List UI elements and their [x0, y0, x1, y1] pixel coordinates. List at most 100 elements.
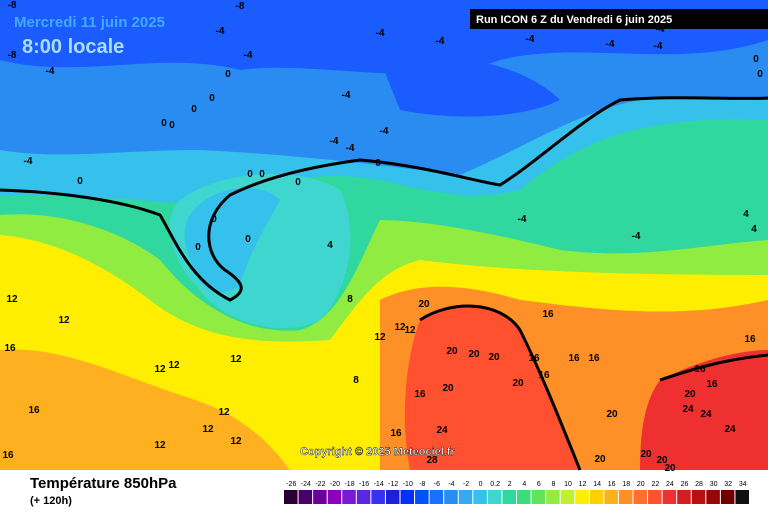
- footer-title: Température 850hPa: [30, 475, 177, 492]
- forecast-date: Mercredi 11 juin 2025: [14, 14, 165, 31]
- scale-label: 26: [681, 481, 689, 488]
- footer-subtitle: (+ 120h): [30, 495, 72, 507]
- contour-label: -4: [46, 66, 55, 77]
- contour-label: 24: [700, 409, 712, 420]
- color-scale: -26 -24 -22 -20 -18 -16 -14 -12 -10 -8 -6 -4 -2 0 0.2 2…: [284, 481, 749, 504]
- contour-label: 4: [743, 209, 749, 220]
- scale-swatch: [298, 490, 313, 504]
- scale-label: -16: [359, 481, 369, 488]
- scale-label: -26: [286, 481, 296, 488]
- contour-label: -4: [656, 24, 665, 35]
- contour-label: -4: [606, 39, 615, 50]
- contour-label: 0: [77, 176, 83, 187]
- contour-labels: -8 -8-8-4-4-4-4-4 -4 -4 -4-4-4-4-4-4-4-4-444…: [2, 0, 763, 474]
- contour-label: 16: [528, 353, 540, 364]
- scale-label: 22: [651, 481, 659, 488]
- contour-label: 16: [706, 379, 718, 390]
- scale-swatch: [546, 490, 560, 504]
- scale-swatch: [487, 490, 502, 504]
- contour-label: 12: [394, 322, 406, 333]
- scale-swatch: [662, 490, 677, 504]
- contour-label: 12: [58, 315, 70, 326]
- scale-label: 10: [564, 481, 572, 488]
- scale-swatch: [517, 490, 531, 504]
- contour-label: 12: [154, 364, 166, 375]
- scale-swatch: [618, 490, 633, 504]
- contour-label: 0: [245, 234, 251, 245]
- scale-label: 30: [710, 481, 718, 488]
- contour-label: 12: [202, 424, 214, 435]
- contour-label: 0: [753, 54, 759, 65]
- contour-label: 20: [640, 449, 652, 460]
- scale-label: -8: [419, 481, 425, 488]
- contour-label: 16: [542, 309, 554, 320]
- contour-label: 12: [230, 436, 242, 447]
- scale-label: 34: [739, 481, 747, 488]
- contour-label: 20: [684, 389, 696, 400]
- scale-label: 32: [724, 481, 732, 488]
- scale-swatch: [327, 490, 342, 504]
- contour-label: 0: [161, 118, 167, 129]
- contour-label: -4: [342, 90, 351, 101]
- contour-label: 20: [594, 454, 606, 465]
- contour-label: 12: [374, 332, 386, 343]
- scale-label: 12: [579, 481, 587, 488]
- scale-swatch: [706, 490, 720, 504]
- scale-swatch: [356, 490, 371, 504]
- scale-swatch: [444, 490, 458, 504]
- scale-swatch: [342, 490, 356, 504]
- contour-label: 0: [375, 158, 381, 169]
- contour-label: 16: [390, 428, 402, 439]
- contour-label: 20: [606, 409, 618, 420]
- contour-label: 20: [656, 455, 668, 466]
- scale-swatch: [677, 490, 691, 504]
- scale-swatch: [284, 490, 298, 504]
- scale-swatch: [735, 490, 749, 504]
- scale-label: -12: [388, 481, 398, 488]
- scale-label: 0.2: [490, 481, 500, 488]
- contour-label: -4: [632, 231, 641, 242]
- contour-label: 16: [4, 343, 16, 354]
- scale-swatch: [400, 490, 415, 504]
- scale-label: -20: [330, 481, 340, 488]
- scale-swatch: [502, 490, 516, 504]
- scale-label: -18: [344, 481, 354, 488]
- contour-label: -4: [436, 36, 445, 47]
- scale-swatch: [604, 490, 618, 504]
- contour-label: -8: [236, 1, 245, 12]
- contour-label: -4: [216, 26, 225, 37]
- contour-label: 0: [295, 177, 301, 188]
- contour-label: -4: [376, 28, 385, 39]
- scale-swatch: [691, 490, 706, 504]
- contour-label: 0: [259, 169, 265, 180]
- contour-label: 16: [568, 353, 580, 364]
- contour-label: -4: [24, 156, 33, 167]
- run-info: Run ICON 6 Z du Vendredi 6 juin 2025: [476, 14, 672, 26]
- contour-label: 0: [757, 69, 763, 80]
- scale-swatch: [429, 490, 444, 504]
- scale-label: 14: [593, 481, 601, 488]
- scale-swatch: [633, 490, 648, 504]
- scale-swatch: [589, 490, 604, 504]
- copyright: Copyright © 2025 Meteociel.fr: [300, 446, 456, 458]
- contour-label: 16: [28, 405, 40, 416]
- scale-label: 24: [666, 481, 674, 488]
- contour-label: 20: [512, 378, 524, 389]
- contour-label: -4: [380, 126, 389, 137]
- run-banner: [470, 9, 768, 29]
- scale-swatch: [531, 490, 546, 504]
- contour-label: 24: [682, 404, 694, 415]
- forecast-time: 8:00 locale: [22, 36, 124, 58]
- contour-label: 12: [168, 360, 180, 371]
- contour-label: 0: [211, 214, 217, 225]
- scale-label: 18: [622, 481, 630, 488]
- contour-label: 0: [247, 169, 253, 180]
- contour-label: 24: [724, 424, 736, 435]
- contour-label: 20: [664, 463, 676, 474]
- contour-label: 12: [154, 440, 166, 451]
- contour-label: 16: [414, 389, 426, 400]
- contour-label: -4: [654, 41, 663, 52]
- contour-label: 16: [694, 364, 706, 375]
- scale-swatch: [458, 490, 473, 504]
